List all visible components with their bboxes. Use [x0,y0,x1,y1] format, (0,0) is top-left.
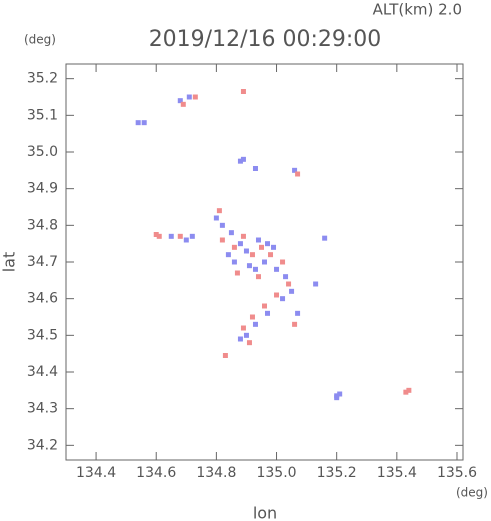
point [286,281,292,287]
point [283,274,289,280]
y-tick-label: 35.0 [27,144,58,160]
y-tick-label: 34.4 [27,364,58,380]
point [153,232,159,237]
y-tick-label: 35.2 [27,71,58,87]
point [177,233,183,239]
x-tick-label: 135.6 [437,465,477,481]
point [216,208,222,214]
point [240,233,246,239]
point [268,252,274,258]
point [295,310,301,316]
point [255,237,261,243]
point [183,237,189,243]
point [262,303,267,309]
x-unit: (deg) [456,486,488,500]
point [292,167,298,173]
point [240,325,246,331]
point [189,233,195,239]
point [280,296,286,302]
point [234,270,240,276]
y-tick-label: 34.7 [27,254,58,270]
x-tick-label: 135.0 [256,465,296,481]
point [334,395,340,401]
point [252,321,258,327]
point [219,237,225,243]
point [228,230,234,236]
annotation: ALT(km) 2.0 [373,1,462,19]
x-axis-label: lon [253,504,277,521]
y-tick-label: 34.3 [27,401,58,417]
point [262,259,267,265]
point [265,241,271,247]
point [246,263,252,269]
point [243,248,249,254]
point [135,120,141,126]
point [240,156,246,162]
point [192,94,198,100]
point [180,101,186,107]
y-tick-label: 35.1 [27,107,58,123]
point [222,353,228,358]
point [225,252,231,258]
point [337,391,343,397]
point [231,244,237,250]
point [403,389,409,395]
point [252,166,258,171]
point [274,266,280,272]
y-tick-label: 34.6 [27,291,58,307]
y-tick-label: 34.9 [27,181,58,197]
point [186,94,192,100]
x-tick-label: 135.2 [317,465,357,481]
point [322,235,328,241]
y-tick-label: 34.5 [27,327,58,343]
point [271,244,277,250]
point [141,120,147,126]
y-tick-label: 34.8 [27,217,58,233]
chart-title: 2019/12/16 00:29:00 [149,27,382,52]
y-axis-label: lat [0,252,19,273]
point [237,158,243,164]
point [249,252,255,258]
x-tick-label: 134.4 [76,465,116,481]
point [258,244,264,250]
point [231,259,237,265]
point [280,259,286,265]
point [243,332,249,338]
y-tick-label: 34.2 [27,437,58,453]
point [237,336,243,342]
point [406,387,412,393]
point [252,266,258,272]
point [255,274,261,280]
point [289,288,295,294]
x-tick-label: 135.4 [377,465,417,481]
point [295,171,301,177]
point [265,310,271,316]
point [313,281,319,287]
point [213,215,219,221]
point [249,314,255,320]
y-unit: (deg) [24,33,56,47]
x-tick-label: 134.8 [196,465,236,481]
point [219,222,225,228]
point [177,98,183,104]
point [240,89,246,94]
point [274,292,280,298]
point [168,233,174,239]
point [246,340,252,346]
point [237,241,243,247]
point [292,321,298,327]
x-tick-label: 134.6 [136,465,176,481]
point [156,233,162,239]
